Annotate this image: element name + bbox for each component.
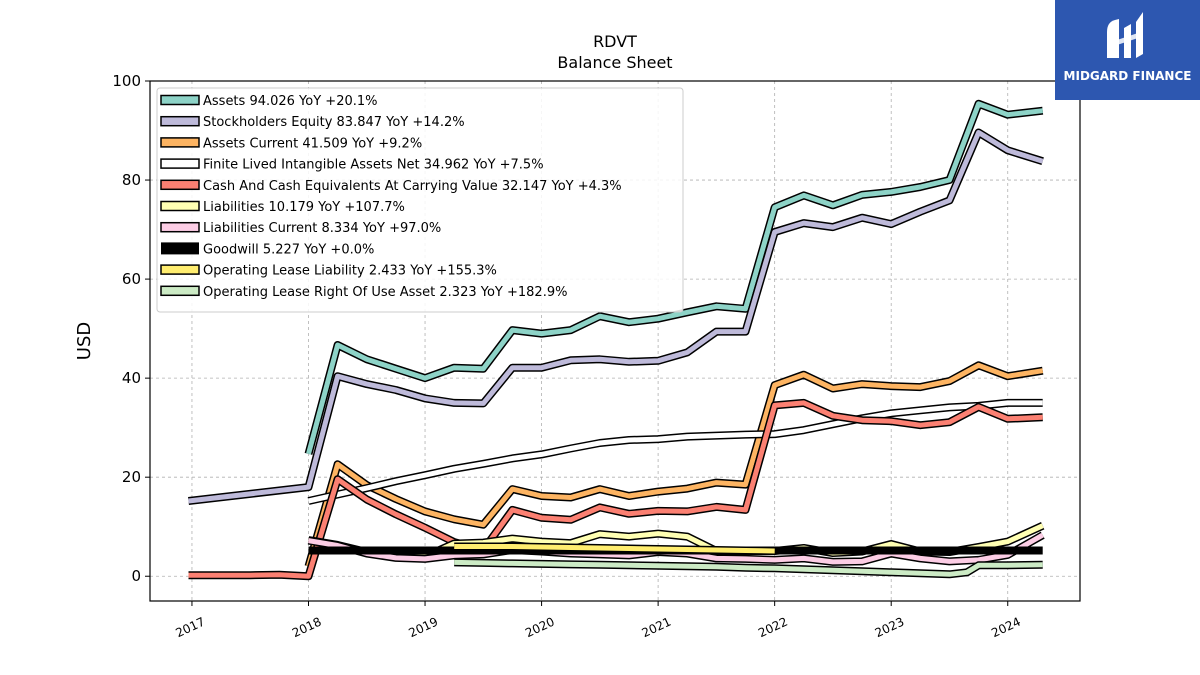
legend: Assets 94.026 YoY +20.1% Stockholders Equ… — [156, 87, 684, 313]
series-line-stroke — [306, 101, 1043, 455]
legend-label: Operating Lease Right Of Use Asset 2.323… — [203, 285, 567, 300]
legend-item: Goodwill 5.227 YoY +0.0% — [161, 242, 374, 257]
x-tick-label: 2023 — [873, 615, 907, 641]
legend-item: Operating Lease Liability 2.433 YoY +155… — [160, 264, 497, 279]
series-line-stroke — [306, 362, 1044, 567]
plot-area-frame — [149, 80, 1081, 602]
midgard-rune-logo-icon — [1107, 12, 1143, 58]
series-line — [188, 398, 1043, 581]
legend-item: Assets Current 41.509 YoY +9.2% — [160, 136, 422, 151]
legend-item: Assets 94.026 YoY +20.1% — [160, 94, 378, 109]
y-tick-label: 20 — [122, 468, 141, 486]
series-line-stroke — [454, 559, 1043, 577]
series-line — [307, 398, 1043, 505]
y-tick-label: 60 — [122, 270, 141, 288]
legend-swatch — [160, 264, 200, 275]
legend-swatch — [160, 94, 200, 106]
brand-logo: MIDGARD FINANCE — [1055, 0, 1200, 100]
x-tick-label: 2024 — [989, 615, 1023, 641]
chart-subtitle: Balance Sheet — [557, 53, 672, 72]
series-line-stroke — [307, 400, 1043, 504]
y-tick-label: 80 — [122, 171, 141, 189]
legend-label: Finite Lived Intangible Assets Net 34.96… — [203, 158, 544, 173]
y-tick-label: 100 — [112, 72, 141, 90]
legend-item: Stockholders Equity 83.847 YoY +14.2% — [160, 115, 465, 130]
legend-item: Operating Lease Right Of Use Asset 2.323… — [160, 285, 567, 300]
legend-swatch — [160, 158, 200, 169]
chart-title: RDVT — [593, 32, 637, 51]
legend-label: Assets Current 41.509 YoY +9.2% — [203, 136, 422, 151]
legend-label: Liabilities Current 8.334 YoY +97.0% — [203, 221, 441, 236]
series-line — [304, 361, 1044, 568]
x-tick-label: 2022 — [756, 615, 790, 641]
legend-item: Finite Lived Intangible Assets Net 34.96… — [160, 158, 544, 173]
x-tick-label: 2017 — [173, 615, 207, 641]
legend-item: Cash And Cash Equivalents At Carrying Va… — [160, 179, 622, 194]
brand-name: MIDGARD FINANCE — [1063, 69, 1192, 83]
legend-label: Stockholders Equity 83.847 YoY +14.2% — [203, 115, 465, 130]
y-axis-label: USD — [74, 322, 95, 360]
legend-swatch — [160, 179, 200, 191]
x-tick-label: 2019 — [407, 615, 441, 641]
x-tick-label: 2020 — [523, 615, 557, 641]
x-tick-label: 2021 — [640, 615, 674, 641]
legend-label: Cash And Cash Equivalents At Carrying Va… — [203, 179, 622, 194]
legend-label: Operating Lease Liability 2.433 YoY +155… — [203, 264, 497, 279]
x-tick-label: 2018 — [290, 615, 324, 641]
legend-label: Assets 94.026 YoY +20.1% — [203, 94, 378, 109]
series-line — [454, 542, 775, 555]
legend-swatch — [160, 115, 200, 127]
legend-swatch — [160, 221, 200, 233]
legend-item: Liabilities 10.179 YoY +107.7% — [160, 200, 405, 215]
series-line-stroke — [188, 130, 1044, 504]
legend-item: Liabilities Current 8.334 YoY +97.0% — [160, 221, 441, 236]
series-line — [304, 99, 1044, 455]
legend-swatch — [160, 200, 200, 212]
legend-box — [156, 87, 684, 313]
series-line-stroke — [188, 400, 1043, 579]
series-line — [454, 558, 1043, 579]
y-tick-label: 40 — [122, 369, 141, 387]
series-line-stroke — [454, 544, 775, 554]
legend-swatch — [160, 137, 200, 148]
legend-label: Goodwill 5.227 YoY +0.0% — [203, 242, 374, 257]
y-tick-label: 0 — [131, 567, 141, 585]
series-line — [188, 128, 1044, 505]
series-lines — [188, 99, 1045, 581]
legend-swatch — [161, 242, 199, 255]
legend-label: Liabilities 10.179 YoY +107.7% — [203, 200, 405, 215]
legend-swatch — [160, 285, 200, 297]
